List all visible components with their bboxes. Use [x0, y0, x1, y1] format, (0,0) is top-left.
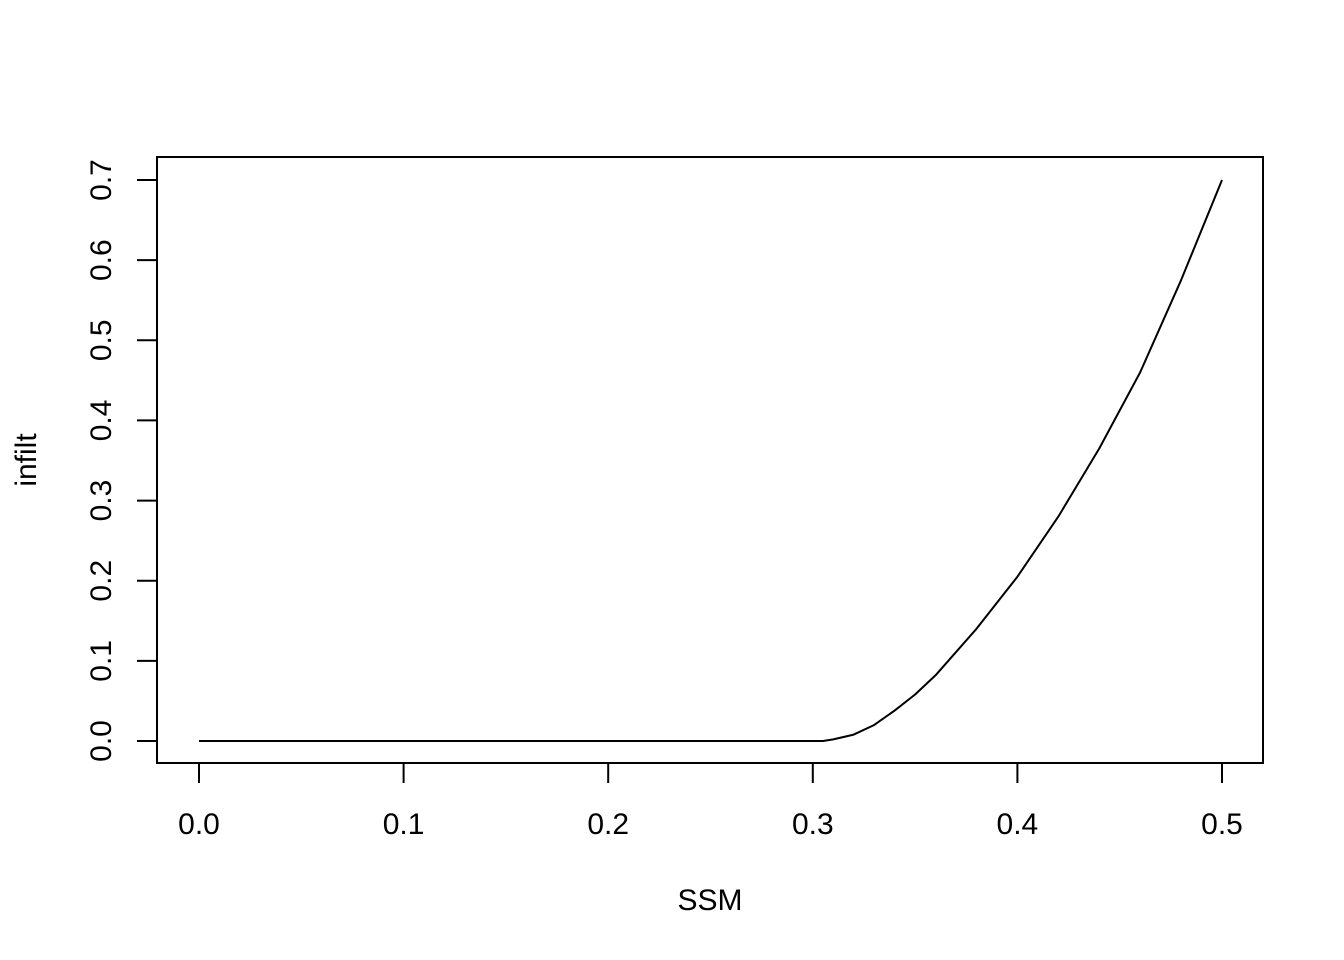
y-tick-label: 0.1: [85, 640, 118, 682]
x-tick-label: 0.4: [997, 808, 1039, 841]
y-tick-label: 0.6: [85, 239, 118, 281]
x-tick-label: 0.2: [587, 808, 629, 841]
y-axis-title: infilt: [10, 433, 43, 487]
series-layer: [199, 179, 1223, 742]
y-axis: 0.0 0.1 0.2 0.3 0.4 0.5 0.6 0.7: [85, 159, 158, 762]
x-tick-label: 0.0: [178, 808, 220, 841]
y-tick-label: 0.0: [85, 720, 118, 762]
series-line-0: [199, 179, 1223, 742]
y-tick-label: 0.5: [85, 319, 118, 361]
x-axis: 0.0 0.1 0.2 0.3 0.4 0.5: [178, 762, 1243, 841]
y-tick-label: 0.3: [85, 480, 118, 522]
x-axis-title: SSM: [677, 884, 742, 917]
plot-frame: [156, 156, 1264, 764]
y-tick-label: 0.2: [85, 560, 118, 602]
y-tick-label: 0.7: [85, 159, 118, 201]
y-tick-label: 0.4: [85, 400, 118, 442]
x-tick-label: 0.5: [1201, 808, 1243, 841]
x-tick-label: 0.1: [383, 808, 425, 841]
x-tick-label: 0.3: [792, 808, 834, 841]
